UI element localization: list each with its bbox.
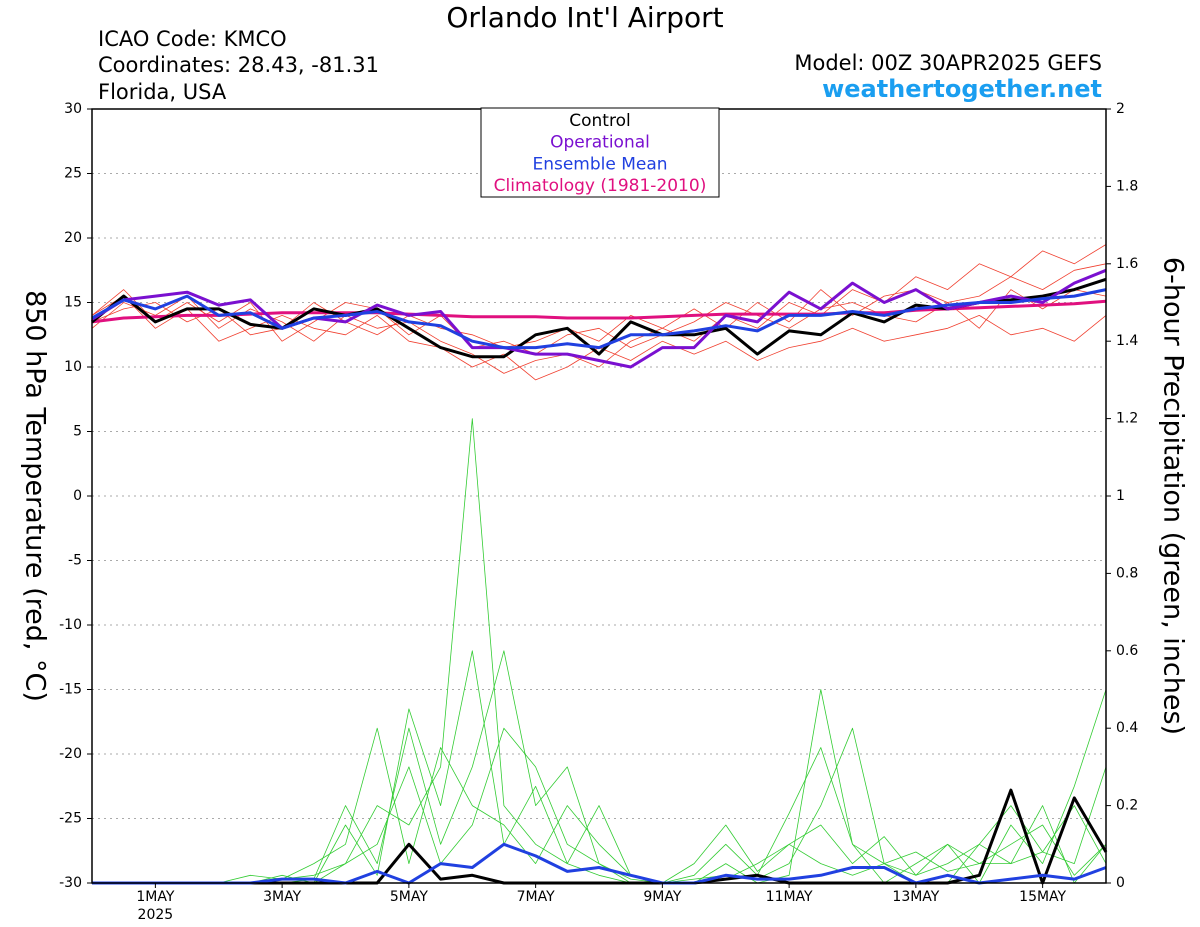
chart-title: Orlando Int'l Airport [446, 1, 723, 34]
series-line [91, 263, 1107, 348]
y-tick-label: -15 [59, 682, 82, 698]
y2-tick-label: 0.4 [1116, 720, 1138, 736]
y-axis-label: 850 hPa Temperature (red, °C) [20, 290, 51, 702]
legend-box [480, 107, 720, 198]
y-tick-label: -5 [68, 553, 82, 569]
y2-tick-label: 1.4 [1116, 333, 1138, 349]
x-tick-label: 1MAY [136, 889, 174, 905]
y2-tick-label: 0 [1116, 875, 1125, 891]
y-tick-label: 15 [64, 295, 82, 311]
y2-tick-label: 0.8 [1116, 565, 1138, 581]
x-tick-label: 11MAY [766, 889, 813, 905]
y2-axis-label: 6-hour Precipitation (green, inches) [1158, 257, 1189, 735]
y-tick-label: -30 [59, 875, 82, 891]
year-label: 2025 [138, 907, 174, 923]
series-line [91, 299, 1107, 324]
series-line [92, 727, 1107, 884]
x-tick-label: 5MAY [390, 889, 428, 905]
y-tick-label: 25 [64, 166, 82, 182]
y2-tick-label: 1 [1116, 488, 1125, 504]
x-tick-label: 3MAY [263, 889, 301, 905]
x-tick-label: 7MAY [517, 889, 555, 905]
model-label: Model: 00Z 30APR2025 GEFS [794, 51, 1102, 75]
y-tick-label: 0 [73, 488, 82, 504]
y2-tick-label: 2 [1116, 101, 1125, 117]
x-tick-label: 13MAY [892, 889, 939, 905]
y2-tick-label: 1.6 [1116, 256, 1138, 272]
series-line [91, 268, 1107, 369]
y2-tick-label: 0.6 [1116, 643, 1138, 659]
legend-label: Operational [550, 133, 650, 153]
info-line: Coordinates: 28.43, -81.31 [98, 53, 379, 77]
y-tick-label: 30 [64, 101, 82, 117]
x-tick-label: 15MAY [1019, 889, 1066, 905]
series-line [92, 842, 1107, 885]
legend-label: Ensemble Mean [532, 154, 667, 174]
info-line: Florida, USA [98, 80, 227, 104]
website: weathertogether.net [822, 75, 1102, 103]
y2-tick-label: 1.8 [1116, 178, 1138, 194]
y-tick-label: 5 [73, 424, 82, 440]
series-line [91, 288, 1107, 350]
y-tick-label: -20 [59, 746, 82, 762]
y-tick-label: 20 [64, 230, 82, 246]
legend-label: Climatology (1981-2010) [494, 176, 707, 196]
y-tick-label: -25 [59, 811, 82, 827]
y-tick-label: -10 [59, 617, 82, 633]
info-line: ICAO Code: KMCO [98, 27, 287, 51]
y2-tick-label: 0.2 [1116, 798, 1138, 814]
x-tick-label: 9MAY [643, 889, 681, 905]
y-tick-label: 10 [64, 359, 82, 375]
y2-tick-label: 1.2 [1116, 411, 1138, 427]
legend-label: Control [569, 111, 630, 131]
